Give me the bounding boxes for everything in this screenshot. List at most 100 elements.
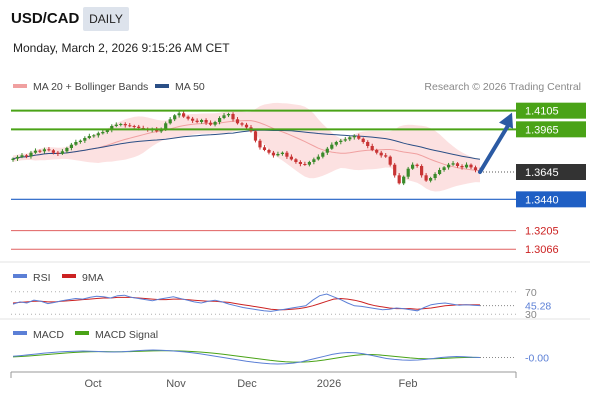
candle-body — [330, 144, 334, 149]
candle-body — [388, 156, 392, 165]
rsi-legend-label: RSI — [33, 272, 51, 284]
candle-body — [460, 166, 464, 168]
candle-body — [235, 119, 240, 124]
candle-body — [361, 138, 365, 142]
candle-body — [168, 119, 172, 124]
rsi-current-value: 45.28 — [525, 301, 551, 313]
candle-body — [65, 148, 69, 152]
ma20-legend-swatch — [13, 84, 27, 88]
candle-body — [352, 136, 356, 138]
candle-body — [96, 133, 100, 136]
candle-body — [222, 115, 226, 118]
candle-body — [267, 150, 271, 153]
candle-body — [285, 152, 289, 157]
candle-body — [455, 163, 460, 166]
price-legend: MA 20 + Bollinger Bands MA 50 Research ©… — [13, 81, 581, 93]
candle-body — [334, 142, 338, 145]
rsi-level-70-label: 70 — [525, 287, 537, 299]
level-0-label: 1.4105 — [525, 106, 559, 118]
level-2-label-box — [516, 164, 586, 180]
candle-body — [29, 152, 33, 157]
rsi-line — [12, 293, 481, 312]
ma50-line — [12, 129, 481, 160]
x-axis-label: Feb — [399, 378, 418, 390]
price-panel — [11, 102, 482, 192]
candle-body — [415, 164, 419, 166]
ma50-legend-swatch — [155, 84, 169, 88]
price-levels: 1.4105 1.3965 1.3645 1.3440 1.3205 1.3066 — [11, 102, 586, 256]
level-5-label: 1.3066 — [525, 244, 559, 256]
candle-body — [393, 164, 397, 176]
candle-body — [366, 142, 370, 146]
level-1-label: 1.3965 — [525, 124, 559, 136]
candle-body — [289, 156, 293, 160]
candle-body — [262, 147, 267, 150]
rsi-ma-legend-swatch — [62, 274, 76, 278]
timeframe-badge[interactable]: DAILY — [83, 7, 129, 31]
candle-body — [348, 137, 352, 140]
candle-body — [87, 136, 91, 138]
candle-body — [74, 142, 78, 145]
candle-body — [123, 124, 127, 126]
candle-body — [442, 167, 446, 170]
level-3-label: 1.3440 — [525, 194, 559, 206]
macd-current-value: -0.00 — [525, 353, 549, 365]
candle-body — [298, 162, 302, 164]
level-0-label-box — [516, 102, 586, 119]
candle-body — [464, 164, 469, 168]
candle-body — [253, 131, 258, 141]
candle-body — [47, 149, 51, 151]
candle-body — [60, 151, 64, 154]
candle-body — [384, 155, 388, 157]
candle-body — [177, 113, 181, 116]
projection-arrow-line — [478, 123, 510, 174]
candle-body — [325, 148, 329, 153]
candle-body — [195, 120, 199, 122]
candle-body — [429, 178, 433, 181]
rsi-ma-legend-label: 9MA — [82, 272, 104, 284]
level-4-label: 1.3205 — [525, 226, 559, 238]
candle-body — [316, 156, 320, 160]
candle-body — [469, 164, 473, 168]
ma50-legend-label: MA 50 — [175, 81, 205, 93]
rsi-legend: RSI 9MA — [13, 272, 104, 284]
candle-body — [164, 123, 168, 129]
candle-body — [447, 164, 451, 168]
candle-body — [186, 116, 190, 119]
candle-body — [200, 120, 204, 122]
x-axis-label: Oct — [84, 378, 101, 390]
candle-body — [56, 152, 60, 154]
candle-body — [11, 158, 15, 160]
x-axis-labels: Oct Nov Dec 2026 Feb — [84, 378, 417, 390]
candle-body — [15, 156, 20, 159]
chart-header: USD/CAD DAILY — [0, 0, 590, 38]
candle-body — [204, 120, 208, 123]
x-axis-label: Dec — [237, 378, 257, 390]
candle-body — [258, 140, 262, 148]
candle-body — [411, 164, 415, 169]
candle-body — [473, 167, 478, 170]
candle-body — [119, 124, 123, 125]
candle-body — [209, 122, 213, 125]
candle-body — [280, 152, 284, 154]
candle-body — [173, 115, 177, 120]
symbol-title: USD/CAD — [11, 10, 80, 27]
candle-body — [137, 126, 141, 128]
candle-body — [397, 175, 401, 184]
candle-body — [406, 168, 410, 177]
candle-body — [244, 124, 249, 128]
candle-body — [321, 152, 325, 157]
candle-body — [42, 149, 46, 152]
datetime-label: Monday, March 2, 2026 9:15:26 AM CET — [13, 41, 230, 55]
candle-body — [339, 140, 343, 142]
candle-body — [110, 126, 114, 130]
candle-body — [191, 118, 195, 121]
candle-body — [213, 122, 217, 125]
candle-body — [379, 152, 383, 156]
candle-body — [357, 136, 361, 139]
candle-body — [307, 162, 311, 165]
rsi-legend-swatch — [13, 274, 27, 278]
candle-body — [271, 152, 275, 156]
